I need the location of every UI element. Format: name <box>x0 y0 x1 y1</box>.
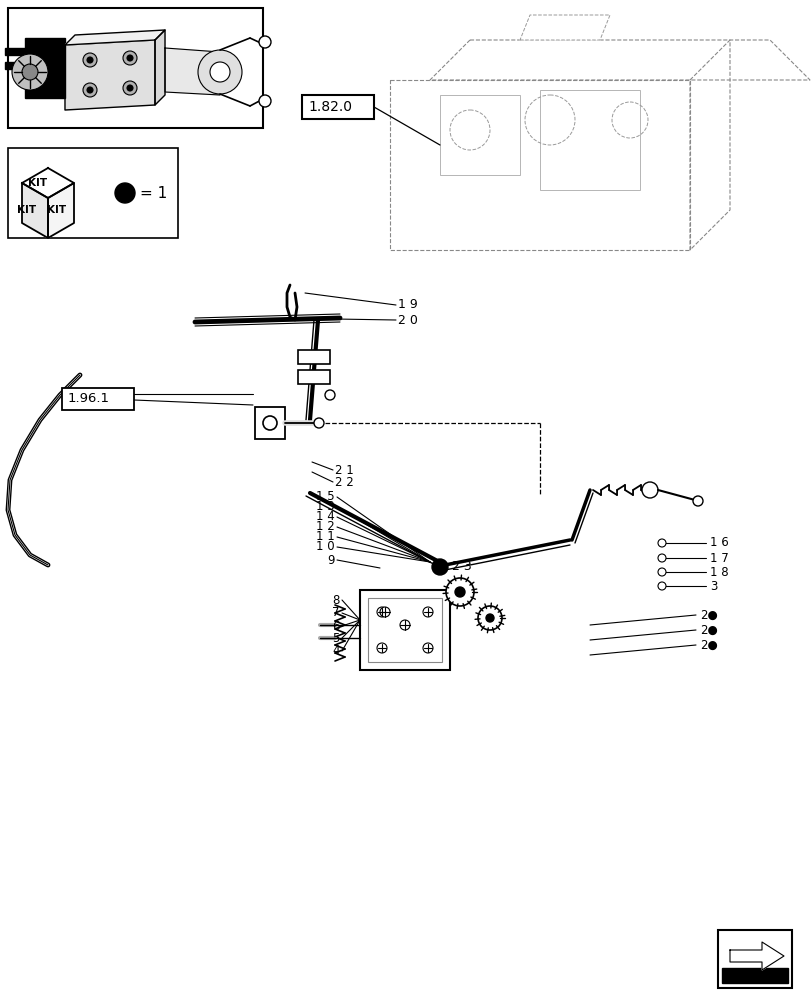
Circle shape <box>445 578 474 606</box>
Text: 7: 7 <box>332 606 340 619</box>
Polygon shape <box>389 80 689 250</box>
Circle shape <box>87 87 93 93</box>
Bar <box>359 590 449 670</box>
Circle shape <box>431 559 448 575</box>
Polygon shape <box>519 15 609 40</box>
Circle shape <box>657 539 665 547</box>
Circle shape <box>259 36 271 48</box>
Circle shape <box>324 390 335 400</box>
Text: 6: 6 <box>332 619 340 633</box>
Circle shape <box>122 51 137 65</box>
Circle shape <box>12 54 48 90</box>
Text: 1.96.1: 1.96.1 <box>68 392 109 406</box>
Circle shape <box>376 643 387 653</box>
Text: = 1: = 1 <box>139 186 167 200</box>
Bar <box>298 350 329 364</box>
Circle shape <box>400 620 410 630</box>
Text: 1 0: 1 0 <box>316 540 335 554</box>
Circle shape <box>127 85 133 91</box>
Text: 1 7: 1 7 <box>709 552 727 564</box>
Circle shape <box>423 643 432 653</box>
Bar <box>717 930 791 988</box>
Bar <box>62 388 134 410</box>
Circle shape <box>115 183 135 203</box>
Text: 2●: 2● <box>699 624 717 637</box>
Circle shape <box>478 606 501 630</box>
Circle shape <box>87 57 93 63</box>
Bar <box>440 95 519 175</box>
Text: KIT: KIT <box>28 178 48 188</box>
Polygon shape <box>25 38 65 98</box>
Text: 5: 5 <box>333 632 340 645</box>
Bar <box>255 407 285 439</box>
Bar <box>298 370 329 384</box>
Circle shape <box>657 582 665 590</box>
Text: 2●: 2● <box>699 608 717 621</box>
Text: 1 2: 1 2 <box>315 520 335 534</box>
Text: KIT: KIT <box>17 205 36 215</box>
Circle shape <box>259 95 271 107</box>
Circle shape <box>198 50 242 94</box>
Circle shape <box>376 607 387 617</box>
Text: 4: 4 <box>332 645 340 658</box>
Text: 1 8: 1 8 <box>709 566 727 578</box>
Text: 1 9: 1 9 <box>397 298 417 312</box>
Text: 2 1: 2 1 <box>335 464 354 477</box>
Bar <box>367 598 441 662</box>
Circle shape <box>454 587 465 597</box>
Text: 9: 9 <box>327 554 335 566</box>
Bar <box>539 90 639 190</box>
Text: 1 4: 1 4 <box>315 510 335 524</box>
Text: KIT: KIT <box>47 205 67 215</box>
Text: 1 5: 1 5 <box>316 490 335 504</box>
Polygon shape <box>22 183 48 238</box>
Circle shape <box>83 83 97 97</box>
Polygon shape <box>65 40 155 110</box>
Circle shape <box>486 614 493 622</box>
Bar <box>302 95 374 119</box>
Bar <box>8 148 178 238</box>
Circle shape <box>127 55 133 61</box>
Polygon shape <box>689 40 729 250</box>
Circle shape <box>210 62 230 82</box>
Text: 3: 3 <box>709 580 716 592</box>
Text: 2 3: 2 3 <box>452 560 471 574</box>
Circle shape <box>657 554 665 562</box>
Text: 1 3: 1 3 <box>316 500 335 514</box>
Circle shape <box>657 568 665 576</box>
Circle shape <box>380 607 389 617</box>
Circle shape <box>314 418 324 428</box>
Circle shape <box>122 81 137 95</box>
Polygon shape <box>5 48 27 55</box>
Bar <box>8 8 263 128</box>
Circle shape <box>83 53 97 67</box>
Polygon shape <box>430 40 809 80</box>
Circle shape <box>22 64 38 80</box>
Polygon shape <box>48 183 74 238</box>
Circle shape <box>263 416 277 430</box>
Polygon shape <box>65 30 165 45</box>
Polygon shape <box>22 168 74 198</box>
Circle shape <box>423 607 432 617</box>
Text: 1 1: 1 1 <box>315 530 335 544</box>
Polygon shape <box>165 48 220 95</box>
Text: 2 0: 2 0 <box>397 314 418 326</box>
Polygon shape <box>5 62 27 69</box>
Polygon shape <box>721 968 787 983</box>
Text: 8: 8 <box>333 593 340 606</box>
Polygon shape <box>729 942 783 970</box>
Circle shape <box>642 482 657 498</box>
Polygon shape <box>155 30 165 105</box>
Text: 1 6: 1 6 <box>709 536 727 550</box>
Text: 2●: 2● <box>699 639 717 652</box>
Circle shape <box>692 496 702 506</box>
Text: 1.82.0: 1.82.0 <box>307 100 351 114</box>
Text: 2 2: 2 2 <box>335 476 354 488</box>
